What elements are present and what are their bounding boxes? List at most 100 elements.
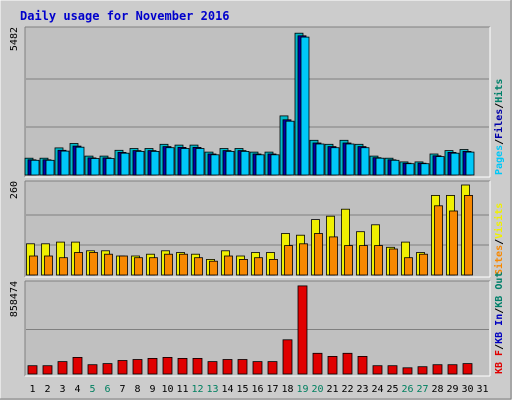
bar-bottom-kb-f-day-18: [282, 339, 293, 375]
bar-middle-sites-day-25: [389, 248, 398, 276]
bar-middle-sites-day-14: [224, 255, 233, 276]
bar-bottom-kb-f-day-8: [132, 359, 143, 375]
bar-top-pages-day-7: [120, 152, 130, 176]
x-tick-label-day-13: 13: [206, 384, 218, 395]
legend-entry-middle-1: /: [494, 239, 505, 245]
bar-top-pages-day-6: [105, 158, 115, 176]
bar-top-pages-day-19: [300, 36, 310, 176]
x-tick-label-day-10: 10: [161, 384, 173, 395]
legend-entry-bottom-2: KB In: [494, 314, 505, 344]
bar-top-pages-day-23: [360, 147, 370, 176]
bar-bottom-kb-f-day-7: [117, 360, 128, 375]
bar-bottom-kb-f-day-30: [462, 363, 473, 375]
bar-middle-sites-day-6: [104, 253, 113, 276]
bar-middle-sites-day-29: [449, 210, 458, 276]
legend-entry-bottom-3: /: [494, 308, 505, 314]
bar-middle-sites-day-19: [299, 243, 308, 276]
panel-middle: 260 Sites/Visits: [9, 180, 505, 278]
bar-top-pages-day-15: [240, 150, 250, 176]
bar-top-pages-day-30: [465, 151, 475, 176]
bar-bottom-kb-f-day-10: [162, 356, 173, 375]
x-tick-label-day-2: 2: [44, 384, 50, 395]
bar-top-pages-day-2: [45, 159, 55, 176]
bar-bottom-kb-f-day-19: [297, 285, 308, 375]
bar-bottom-kb-f-day-3: [57, 361, 68, 375]
x-tick-label-day-5: 5: [89, 384, 95, 395]
bar-bottom-kb-f-day-28: [432, 364, 443, 375]
x-tick-label-day-9: 9: [149, 384, 155, 395]
x-tick-label-day-22: 22: [341, 384, 353, 395]
bar-top-pages-day-20: [315, 143, 325, 176]
bar-bottom-kb-f-day-24: [372, 365, 383, 375]
legend-entry-top-4: Hits: [493, 79, 505, 103]
bar-middle-sites-day-8: [134, 257, 143, 276]
x-tick-label-day-8: 8: [134, 384, 140, 395]
bar-top-pages-day-27: [420, 163, 430, 176]
legend-entry-middle-2: Visits: [493, 203, 505, 239]
bar-bottom-kb-f-day-13: [207, 361, 218, 375]
bar-top-pages-day-21: [330, 147, 340, 176]
x-tick-label-day-21: 21: [326, 384, 338, 395]
bar-bottom-kb-f-day-26: [402, 367, 413, 375]
bar-middle-sites-day-3: [59, 257, 68, 276]
legend-entry-top-1: /: [494, 139, 505, 145]
bar-bottom-kb-f-day-20: [312, 352, 323, 375]
bar-middle-sites-day-13: [209, 260, 218, 276]
legend-entry-bottom-1: /: [494, 344, 505, 350]
legend-entry-top-2: Files: [493, 109, 505, 139]
x-tick-label-day-17: 17: [266, 384, 278, 395]
bar-top-pages-day-1: [30, 159, 40, 176]
x-tick-label-day-24: 24: [371, 384, 383, 395]
legend-entry-middle-0: Sites: [493, 245, 505, 275]
legend-entry-top-3: /: [494, 103, 505, 109]
bar-middle-sites-day-4: [74, 252, 83, 276]
chart-panels: 5482Pages/Files/Hits260Sites/Visits85847…: [9, 26, 505, 377]
bar-top-pages-day-8: [135, 150, 145, 176]
bar-bottom-kb-f-day-29: [447, 364, 458, 375]
x-tick-label-day-23: 23: [356, 384, 368, 395]
bar-top-pages-day-29: [450, 152, 460, 176]
max-label-bottom: 858474: [9, 281, 20, 317]
bar-middle-sites-day-11: [179, 253, 188, 276]
x-tick-label-day-19: 19: [296, 384, 308, 395]
x-tick-label-day-11: 11: [176, 384, 188, 395]
bar-bottom-kb-f-day-12: [192, 357, 203, 375]
x-tick-label-day-6: 6: [104, 384, 110, 395]
bar-top-pages-day-9: [150, 150, 160, 176]
bar-bottom-kb-f-day-6: [102, 363, 113, 375]
plot-area-bottom: [25, 281, 490, 376]
bar-middle-sites-day-10: [164, 253, 173, 276]
x-tick-label-day-20: 20: [311, 384, 323, 395]
x-tick-label-day-12: 12: [191, 384, 203, 395]
bar-bottom-kb-f-day-11: [177, 357, 188, 375]
bar-middle-sites-day-22: [344, 245, 353, 276]
x-tick-label-day-31: 31: [476, 384, 488, 395]
bar-bottom-kb-f-day-22: [342, 352, 353, 375]
x-tick-label-day-4: 4: [74, 384, 80, 395]
bar-middle-sites-day-16: [254, 257, 263, 276]
bar-top-pages-day-14: [225, 150, 235, 176]
bar-bottom-kb-f-day-25: [387, 365, 398, 375]
legend-middle: Sites/Visits: [493, 203, 505, 275]
x-tick-label-day-7: 7: [119, 384, 125, 395]
x-tick-label-day-29: 29: [446, 384, 458, 395]
x-tick-label-day-27: 27: [416, 384, 428, 395]
bar-top-pages-day-26: [405, 163, 415, 176]
legend-entry-bottom-0: KB F: [494, 350, 505, 374]
x-tick-label-day-14: 14: [221, 384, 233, 395]
bar-bottom-kb-f-day-21: [327, 355, 338, 375]
bar-middle-sites-day-24: [374, 245, 383, 276]
bar-middle-sites-day-9: [149, 257, 158, 276]
max-label-middle: 260: [9, 181, 20, 199]
x-tick-label-day-16: 16: [251, 384, 263, 395]
bar-bottom-kb-f-day-27: [417, 366, 428, 375]
bar-middle-sites-day-28: [434, 205, 443, 276]
x-tick-label-day-25: 25: [386, 384, 398, 395]
bar-bottom-kb-f-day-23: [357, 355, 368, 375]
bar-top-pages-day-3: [60, 150, 70, 176]
bar-middle-sites-day-20: [314, 233, 323, 276]
bar-top-pages-day-22: [345, 143, 355, 176]
